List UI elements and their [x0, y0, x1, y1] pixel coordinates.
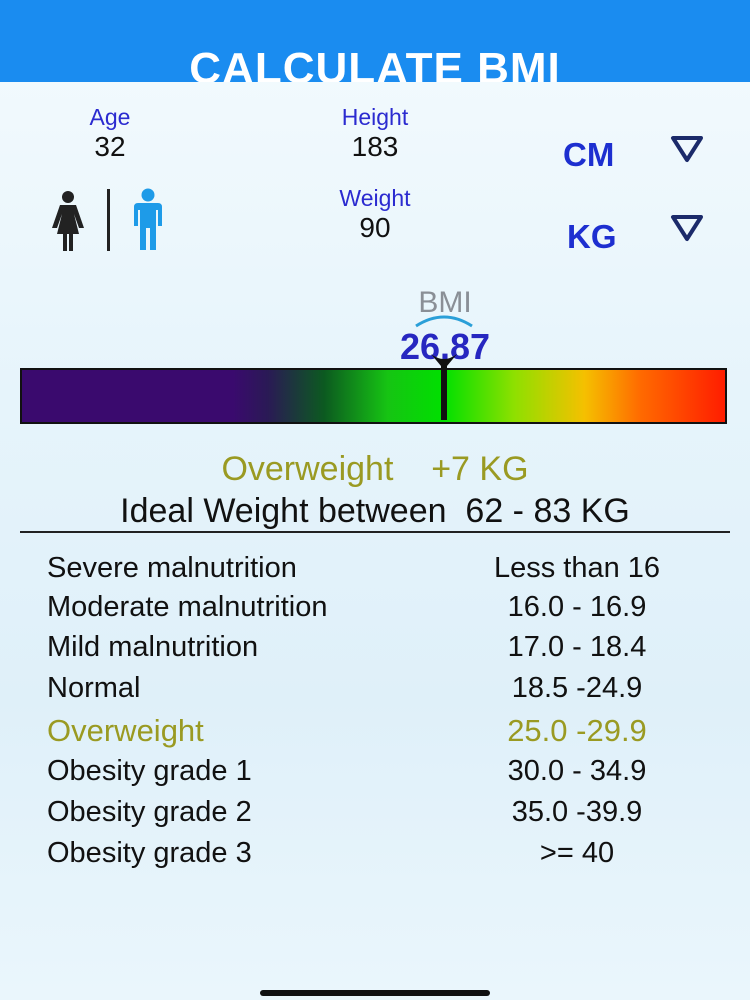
category-range: 25.0 -29.9 [507, 713, 647, 748]
table-row: Obesity grade 1 30.0 - 34.9 [47, 755, 737, 795]
page-title: CALCULATE BMI [189, 44, 561, 82]
female-icon[interactable] [48, 190, 88, 252]
category-range: 35.0 -39.9 [511, 796, 643, 828]
table-row: Severe malnutrition Less than 16 [47, 552, 737, 592]
category-name: Obesity grade 2 [47, 796, 252, 828]
bmi-status: Overweight +7 KG [0, 450, 750, 489]
bmi-arc-icon [415, 315, 473, 328]
height-unit-select[interactable]: CM [563, 136, 615, 173]
category-name: Moderate malnutrition [47, 591, 328, 623]
table-row: Obesity grade 3 >= 40 [47, 837, 737, 877]
bmi-gradient-bar [20, 368, 727, 424]
category-name: Mild malnutrition [47, 631, 259, 663]
table-row-highlighted: Overweight 25.0 -29.9 [47, 713, 737, 753]
male-icon[interactable] [130, 188, 166, 252]
home-indicator[interactable] [260, 990, 490, 996]
category-range: Less than 16 [493, 552, 661, 584]
table-row: Obesity grade 2 35.0 -39.9 [47, 796, 737, 836]
ideal-weight-range: 62 - 83 KG [465, 492, 630, 530]
category-name: Obesity grade 1 [47, 755, 252, 787]
bmi-pointer-icon [431, 354, 457, 420]
table-row: Moderate malnutrition 16.0 - 16.9 [47, 591, 737, 631]
app-header: CALCULATE BMI [0, 0, 750, 82]
table-row: Normal 18.5 -24.9 [47, 672, 737, 712]
weight-input[interactable]: 90 [359, 212, 391, 243]
ideal-weight-text: Ideal Weight between [120, 492, 447, 530]
ideal-weight: Ideal Weight between 62 - 83 KG [0, 492, 750, 531]
category-range: 16.0 - 16.9 [507, 591, 647, 623]
height-label: Height [341, 104, 409, 130]
table-row: Mild malnutrition 17.0 - 18.4 [47, 631, 737, 671]
height-input[interactable]: 183 [351, 131, 399, 162]
category-range: 30.0 - 34.9 [507, 755, 647, 787]
category-name: Overweight [47, 713, 204, 748]
weight-unit-select[interactable]: KG [567, 218, 617, 255]
status-category: Overweight [221, 450, 394, 488]
category-name: Obesity grade 3 [47, 837, 252, 869]
category-name: Severe malnutrition [47, 552, 297, 584]
category-range: 18.5 -24.9 [511, 672, 643, 704]
bmi-label: BMI [418, 286, 472, 319]
height-unit-dropdown-icon[interactable] [670, 135, 704, 163]
age-input[interactable]: 32 [94, 131, 126, 162]
weight-label: Weight [339, 185, 411, 211]
age-label: Age [89, 104, 131, 130]
section-divider [20, 531, 730, 533]
category-range: 17.0 - 18.4 [507, 631, 647, 663]
category-range: >= 40 [539, 837, 615, 869]
weight-unit-dropdown-icon[interactable] [670, 214, 704, 242]
gender-divider [107, 189, 110, 251]
category-name: Normal [47, 672, 141, 704]
status-delta: +7 KG [431, 450, 529, 488]
